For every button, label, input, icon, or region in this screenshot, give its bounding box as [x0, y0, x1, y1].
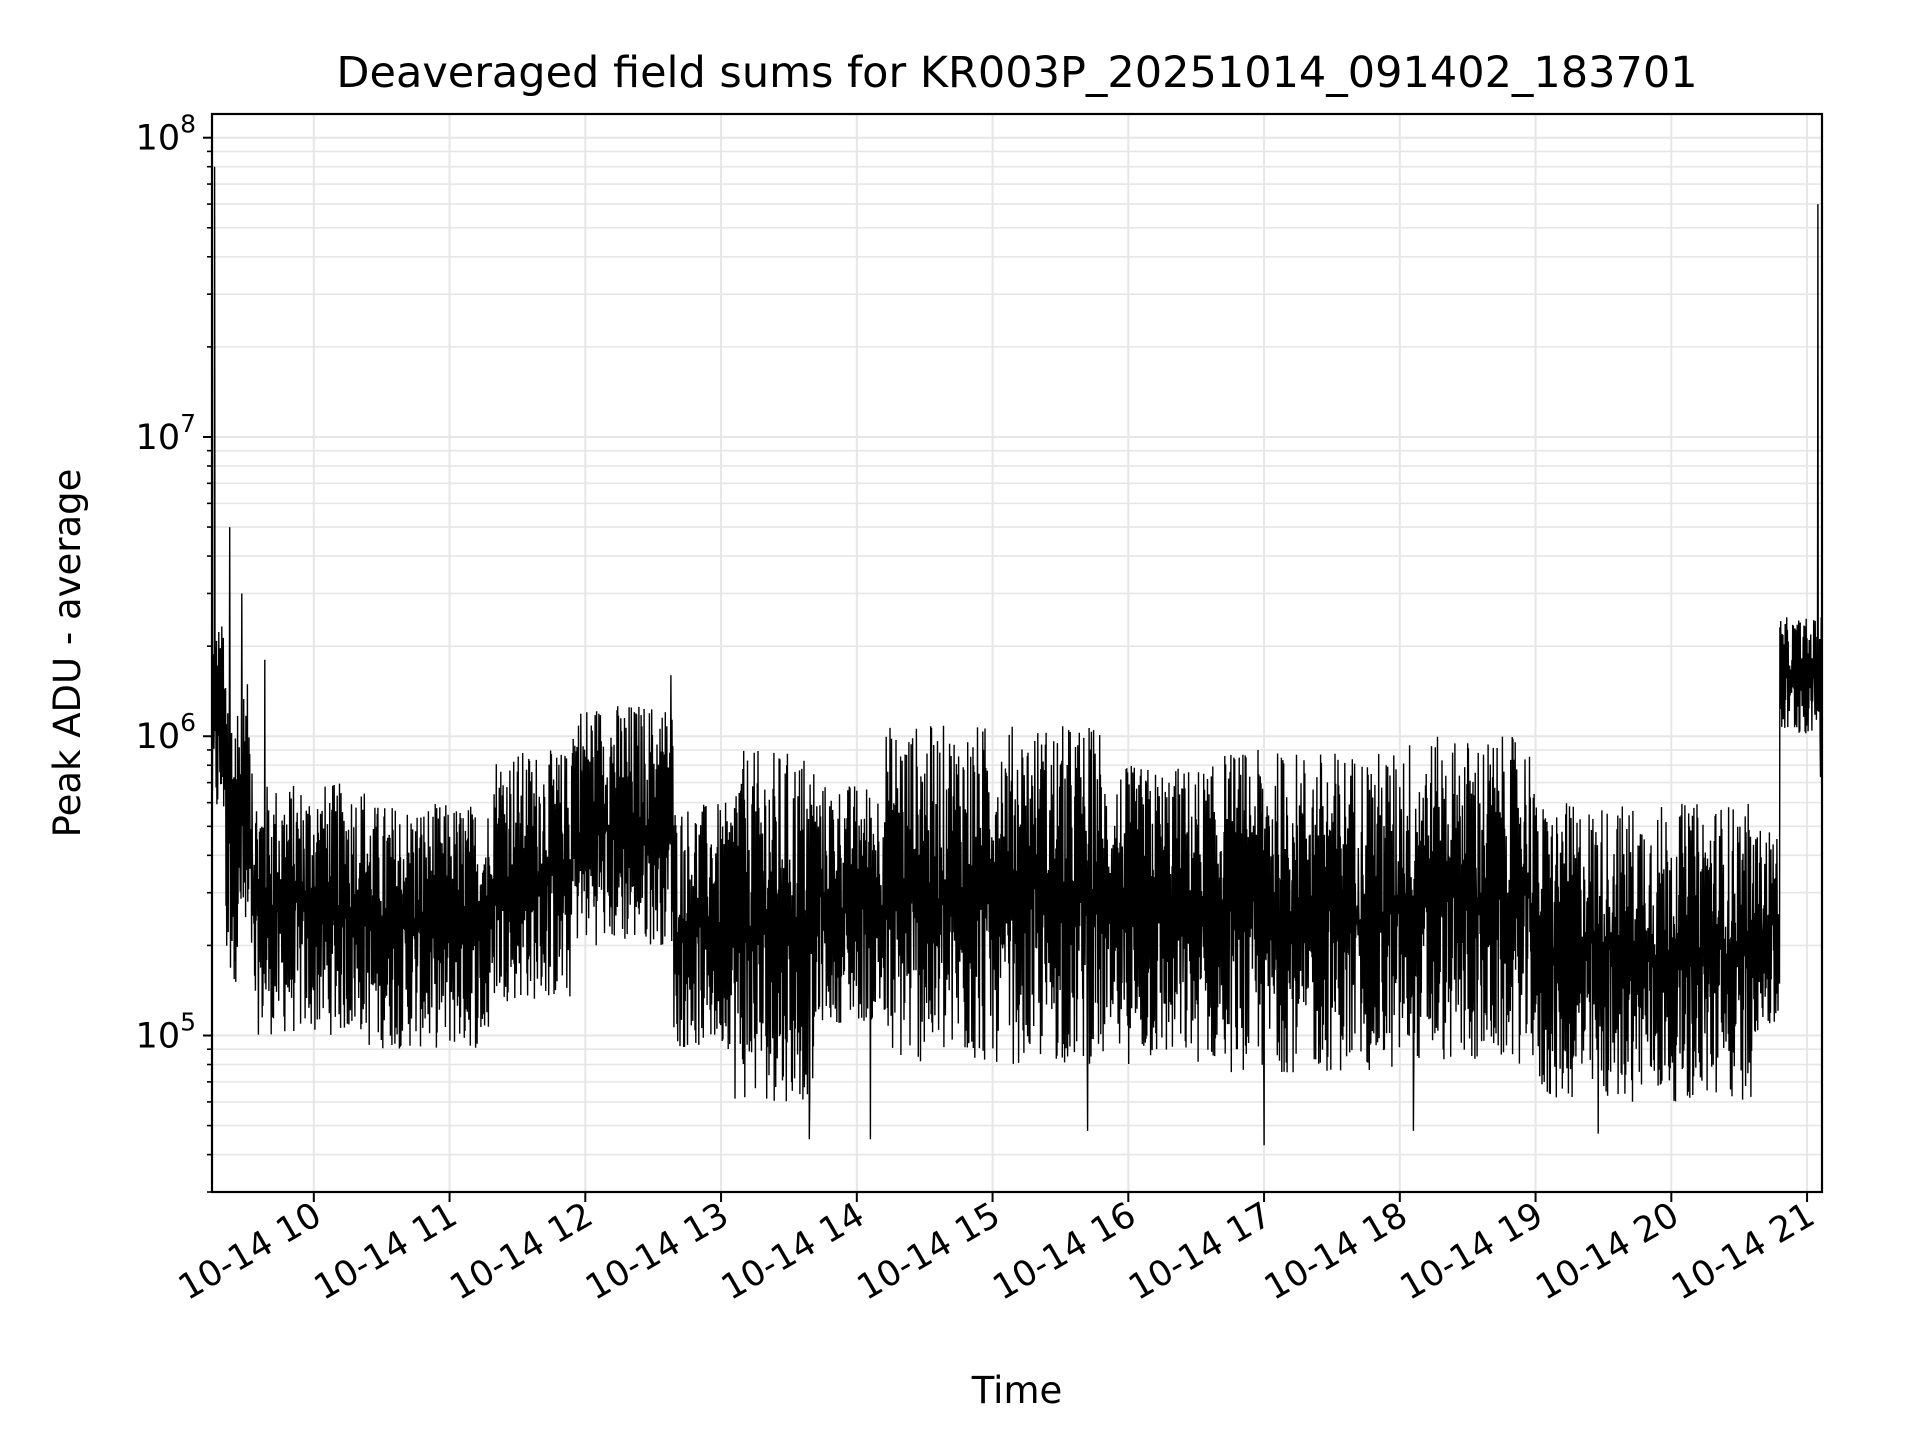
y-axis-label: Peak ADU - average: [46, 469, 89, 838]
y-tick-label: 106: [136, 708, 196, 757]
series-layer: [211, 166, 1823, 1146]
y-axis: 105 106 107 108: [136, 110, 212, 1193]
series-line: [211, 166, 1823, 1146]
y-tick-label: 107: [136, 409, 196, 458]
chart-title: Deaveraged field sums for KR003P_2025101…: [336, 48, 1697, 98]
y-tick-label: 108: [136, 110, 196, 159]
plot-frame: [210, 112, 1824, 1194]
x-axis-label: Time: [971, 1369, 1063, 1412]
y-tick-label: 105: [136, 1008, 196, 1057]
